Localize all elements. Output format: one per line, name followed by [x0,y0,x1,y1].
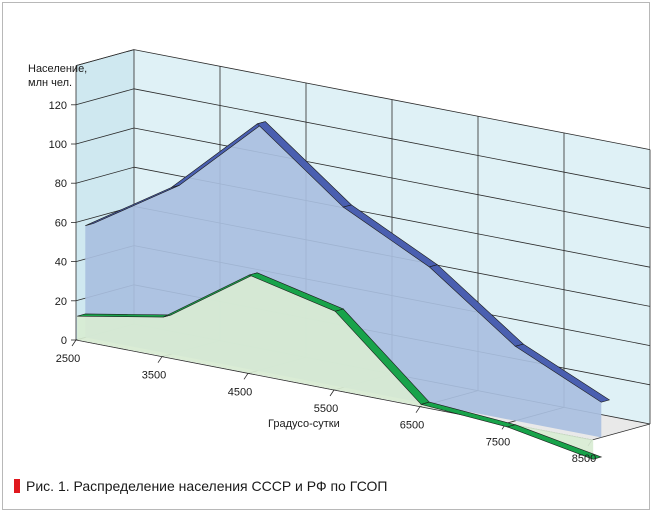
x-tick-label: 5500 [314,403,338,415]
x-tick-label: 2500 [56,353,80,365]
x-tick-label: 6500 [400,420,424,432]
series-rf-band [506,424,603,460]
x-tick-label: 4500 [228,386,252,398]
caption-text: Рис. 1. Распределение населения СССР и Р… [26,478,388,494]
x-tick-mark [243,373,249,380]
x-axis-title: Градусо-сутки [268,418,340,430]
gridline-floor [591,423,651,441]
y-tick-label: 100 [49,139,67,151]
series-ussr-band [514,343,611,403]
x-tick-mark [157,356,163,363]
gridline-side [75,88,135,106]
gridline-side [75,166,135,184]
figure-caption: Рис. 1. Распределение населения СССР и Р… [14,478,387,494]
x-tick-label: 3500 [142,370,166,382]
x-tick-label: 7500 [486,436,510,448]
y-axis-title-line2: млн чел. [28,77,72,89]
series-rf-area [77,275,594,460]
caption-marker [14,479,20,493]
wall-top-edge [75,49,135,66]
x-tick-mark [329,389,335,397]
y-axis-title-line1: Население, [28,63,87,75]
x-tick-mark [415,406,421,413]
y-tick-label: 0 [61,335,67,347]
y-tick-label: 80 [55,178,67,190]
gridline-side [75,127,135,145]
x-tick-label: 8500 [572,453,596,465]
y-tick-label: 40 [55,257,67,269]
y-tick-label: 20 [55,296,67,308]
y-tick-label: 60 [55,217,67,229]
y-tick-label: 120 [49,100,67,112]
x-tick-mark [71,339,77,347]
